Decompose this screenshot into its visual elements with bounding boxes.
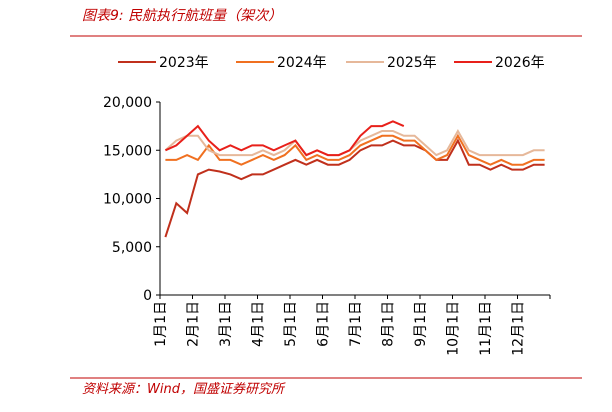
y-tick-label: 15,000	[103, 143, 152, 159]
y-tick-label: 0	[143, 288, 152, 304]
chart-title: 图表9: 民航执行航班量（架次）	[82, 8, 282, 24]
x-tick-label: 11月1日	[478, 301, 494, 356]
x-tick-label: 3月1日	[218, 301, 234, 347]
y-tick-label: 5,000	[112, 240, 152, 256]
x-tick-label: 10月1日	[446, 301, 462, 356]
x-tick-label: 12月1日	[511, 301, 527, 356]
legend-label: 2023年	[159, 55, 209, 71]
x-tick-label: 2月1日	[186, 301, 202, 347]
series-line	[164, 138, 545, 238]
x-tick-label: 1月1日	[153, 301, 169, 347]
x-tick-label: 9月1日	[413, 301, 429, 347]
legend-label: 2024年	[277, 55, 327, 71]
x-tick-label: 7月1日	[348, 301, 364, 347]
series-line	[164, 128, 545, 157]
x-tick-label: 4月1日	[251, 301, 267, 347]
y-tick-label: 10,000	[103, 192, 152, 208]
series-line	[164, 120, 405, 157]
series-line	[165, 133, 545, 166]
legend-label: 2025年	[387, 55, 437, 71]
y-tick-label: 20,000	[103, 95, 152, 111]
x-tick-label: 6月1日	[316, 301, 332, 347]
x-tick-label: 8月1日	[381, 301, 397, 347]
legend-label: 2026年	[495, 55, 545, 71]
x-tick-label: 5月1日	[283, 301, 299, 347]
source-note: 资料来源：Wind，国盛证券研究所	[82, 381, 286, 397]
